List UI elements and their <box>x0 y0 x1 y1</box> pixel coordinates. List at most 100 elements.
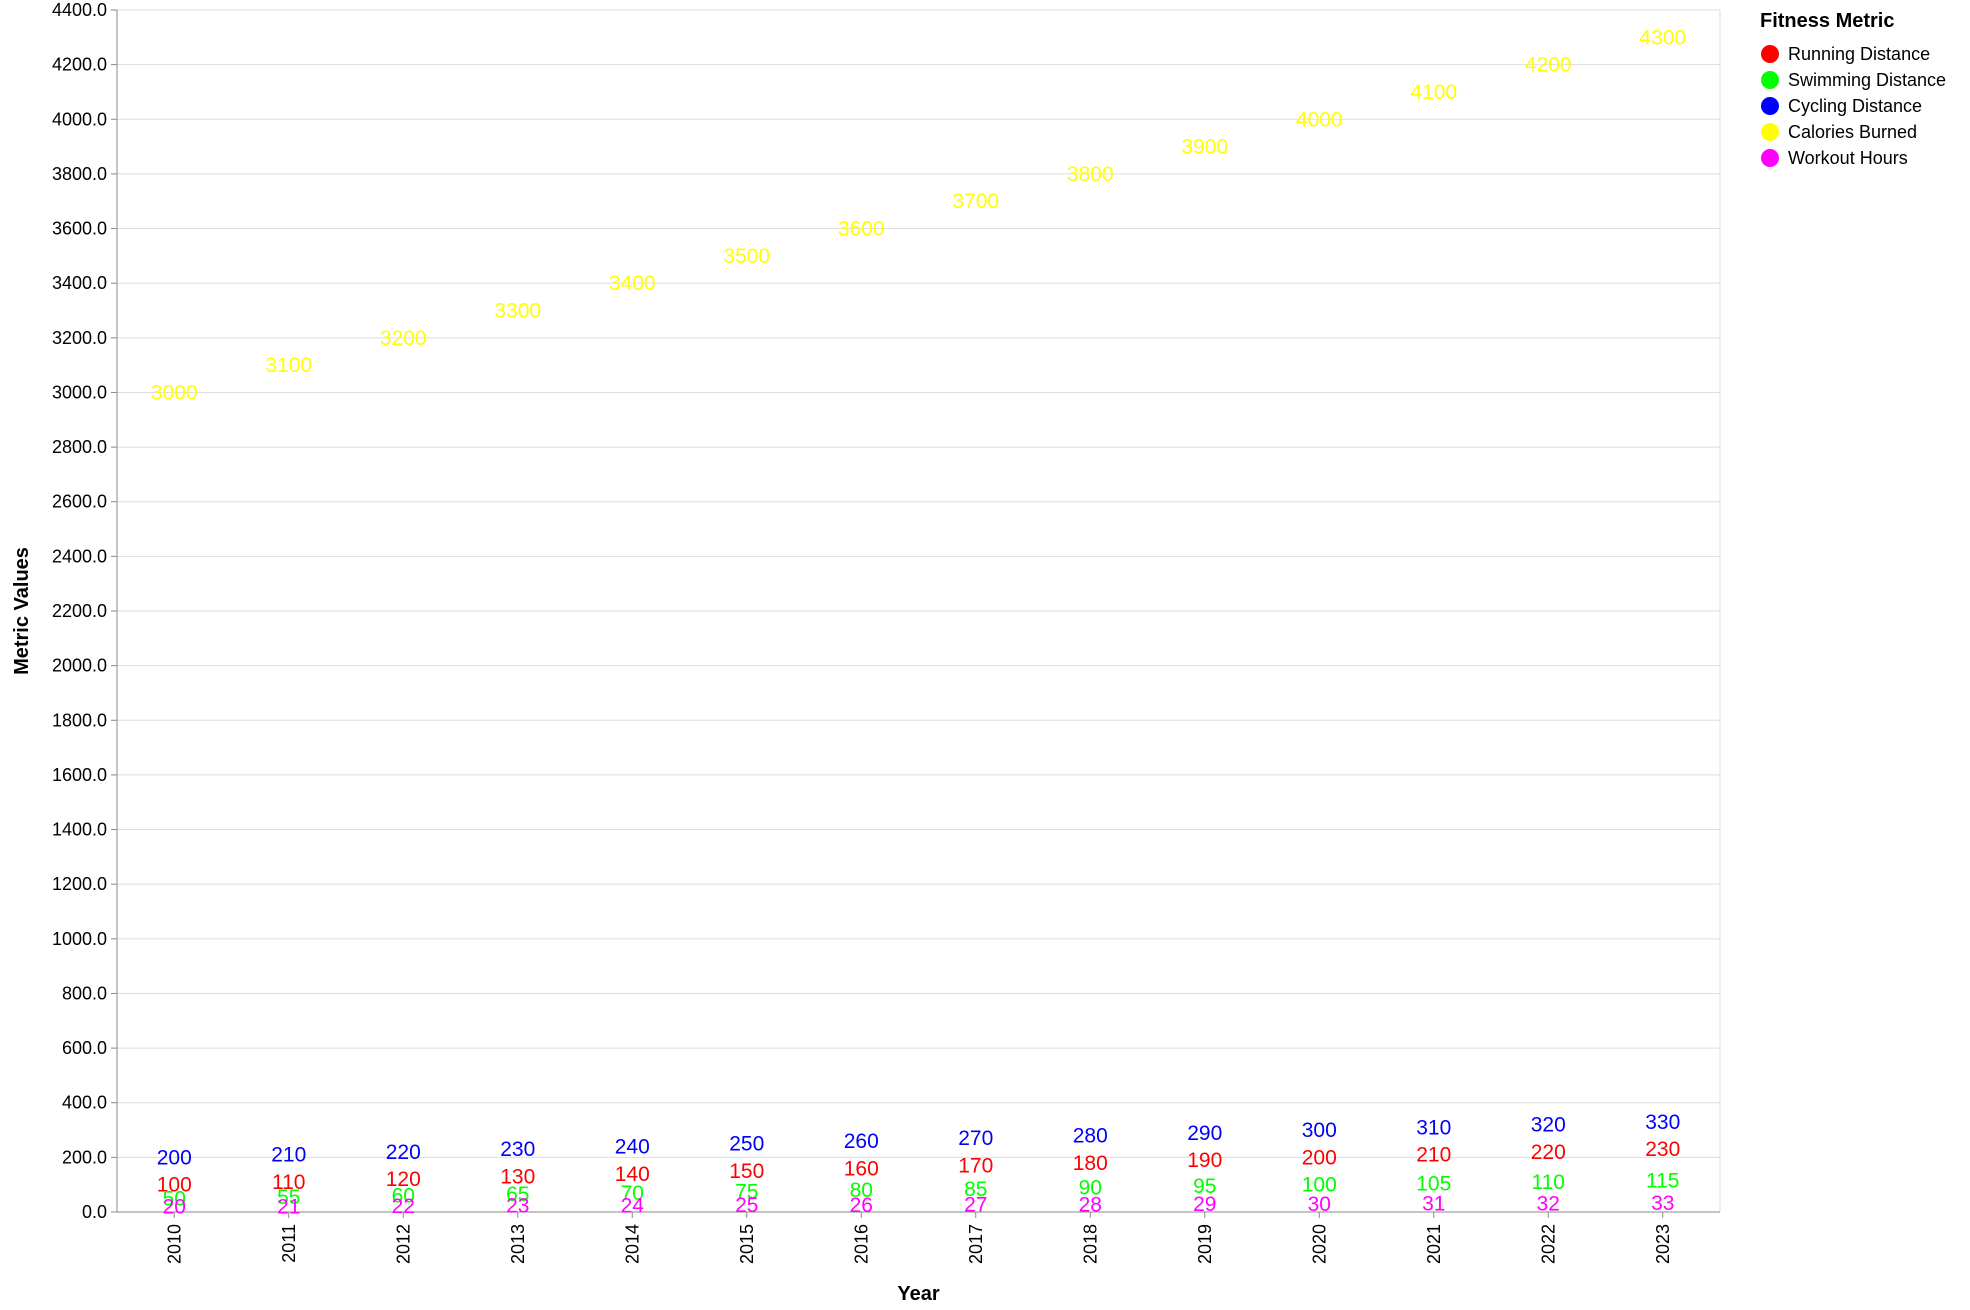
data-label-cycling-distance: 270 <box>958 1127 993 1150</box>
x-tick-label: 2020 <box>1309 1224 1329 1264</box>
data-label-swimming-distance: 60 <box>392 1185 415 1208</box>
data-label-calories-burned: 3300 <box>494 300 541 323</box>
data-label-running-distance: 180 <box>1073 1152 1108 1175</box>
y-tick-label: 800.0 <box>62 983 107 1003</box>
y-tick-label: 3800.0 <box>52 164 107 184</box>
legend-swatch-calories-burned <box>1761 123 1779 141</box>
legend-swatch-running-distance <box>1761 45 1779 63</box>
x-axis: 2010 2011 2012 2013 2014 2015 2016 2017 2018 2019… <box>117 1211 1720 1264</box>
data-label-calories-burned: 3900 <box>1181 136 1228 159</box>
data-label-cycling-distance: 240 <box>615 1135 650 1158</box>
x-tick-label: 2012 <box>393 1224 413 1264</box>
y-tick-label: 200.0 <box>62 1147 107 1167</box>
data-label-calories-burned: 4200 <box>1525 54 1572 77</box>
legend-swatch-swimming-distance <box>1761 71 1779 89</box>
y-tick-label: 3600.0 <box>52 219 107 239</box>
data-label-running-distance: 120 <box>386 1168 421 1191</box>
x-axis-title: Year <box>897 1283 939 1305</box>
data-label-swimming-distance: 65 <box>506 1183 529 1206</box>
data-label-workout-hours: 21 <box>277 1195 300 1218</box>
data-label-running-distance: 130 <box>500 1165 535 1188</box>
data-label-cycling-distance: 300 <box>1302 1119 1337 1142</box>
y-tick-label: 4200.0 <box>52 55 107 75</box>
legend-label-running-distance: Running Distance <box>1788 44 1930 64</box>
data-label-calories-burned: 3400 <box>609 272 656 295</box>
data-label-workout-hours: 31 <box>1422 1193 1445 1216</box>
data-label-running-distance: 170 <box>958 1155 993 1178</box>
data-label-workout-hours: 33 <box>1651 1192 1674 1215</box>
y-tick-label: 3000.0 <box>52 382 107 402</box>
legend: Fitness Metric Running Distance Swimming … <box>1760 10 1946 168</box>
x-tick-label: 2010 <box>164 1224 184 1264</box>
data-label-calories-burned: 3500 <box>723 245 770 268</box>
data-label-swimming-distance: 110 <box>1532 1171 1565 1194</box>
data-label-cycling-distance: 320 <box>1531 1114 1566 1137</box>
x-tick-label: 2016 <box>851 1224 871 1264</box>
y-tick-label: 4000.0 <box>52 109 107 129</box>
y-tick-label: 4400.0 <box>52 0 107 20</box>
data-label-swimming-distance: 105 <box>1416 1172 1451 1195</box>
data-label-running-distance: 100 <box>157 1174 192 1197</box>
legend-label-workout-hours: Workout Hours <box>1788 148 1908 168</box>
y-tick-label: 1800.0 <box>52 710 107 730</box>
data-label-running-distance: 150 <box>729 1160 764 1183</box>
x-tick-label: 2021 <box>1424 1224 1444 1264</box>
data-label-calories-burned: 3000 <box>151 381 198 404</box>
data-label-cycling-distance: 230 <box>500 1138 535 1161</box>
y-tick-label: 2800.0 <box>52 437 107 457</box>
data-label-swimming-distance: 55 <box>277 1186 300 1209</box>
data-label-cycling-distance: 220 <box>386 1141 421 1164</box>
x-tick-label: 2013 <box>508 1224 528 1264</box>
x-tick-label: 2023 <box>1653 1224 1673 1264</box>
x-tick-label: 2022 <box>1538 1224 1558 1264</box>
data-label-calories-burned: 3100 <box>265 354 312 377</box>
x-tick-label: 2019 <box>1195 1224 1215 1264</box>
plot-frame <box>117 9 1721 1212</box>
data-label-cycling-distance: 260 <box>844 1130 879 1153</box>
data-label-calories-burned: 4100 <box>1410 81 1457 104</box>
data-label-swimming-distance: 75 <box>735 1181 758 1204</box>
y-tick-label: 3400.0 <box>52 273 107 293</box>
data-label-running-distance: 230 <box>1645 1138 1680 1161</box>
data-label-calories-burned: 4000 <box>1296 108 1343 131</box>
data-label-calories-burned: 3800 <box>1067 163 1114 186</box>
data-label-workout-hours: 26 <box>850 1194 873 1217</box>
data-label-workout-hours: 23 <box>506 1195 529 1218</box>
data-label-swimming-distance: 80 <box>850 1179 873 1202</box>
x-tick-label: 2018 <box>1080 1224 1100 1264</box>
data-label-workout-hours: 25 <box>735 1194 758 1217</box>
y-tick-label: 0.0 <box>82 1202 107 1222</box>
x-tick-label: 2015 <box>737 1224 757 1264</box>
data-label-running-distance: 190 <box>1187 1149 1222 1172</box>
legend-label-cycling-distance: Cycling Distance <box>1788 96 1922 116</box>
x-tick-label: 2014 <box>622 1224 642 1264</box>
data-label-workout-hours: 32 <box>1537 1192 1560 1215</box>
y-tick-label: 2600.0 <box>52 492 107 512</box>
data-label-swimming-distance: 100 <box>1302 1174 1337 1197</box>
data-label-swimming-distance: 50 <box>163 1187 186 1210</box>
data-label-running-distance: 220 <box>1531 1141 1566 1164</box>
data-marks: 100 110 120 130 140 150 160 170 180 190 200 210 220 2… <box>151 26 1686 1218</box>
data-label-cycling-distance: 310 <box>1416 1116 1451 1139</box>
legend-label-swimming-distance: Swimming Distance <box>1788 70 1946 90</box>
data-label-running-distance: 200 <box>1302 1146 1337 1169</box>
y-tick-label: 2200.0 <box>52 601 107 621</box>
data-label-workout-hours: 28 <box>1079 1193 1102 1216</box>
x-tick-label: 2017 <box>966 1224 986 1264</box>
data-label-calories-burned: 3200 <box>380 327 427 350</box>
y-tick-label: 1400.0 <box>52 820 107 840</box>
x-tick-label: 2011 <box>279 1224 299 1263</box>
y-tick-label: 3200.0 <box>52 328 107 348</box>
y-tick-label: 2000.0 <box>52 656 107 676</box>
data-label-calories-burned: 3600 <box>838 218 885 241</box>
data-label-running-distance: 210 <box>1416 1144 1451 1167</box>
data-label-workout-hours: 20 <box>163 1196 186 1219</box>
data-label-cycling-distance: 280 <box>1073 1125 1108 1148</box>
legend-swatch-workout-hours <box>1761 149 1779 167</box>
y-tick-label: 1200.0 <box>52 874 107 894</box>
legend-swatch-cycling-distance <box>1761 97 1779 115</box>
data-label-workout-hours: 30 <box>1308 1193 1331 1216</box>
data-label-running-distance: 110 <box>272 1171 305 1194</box>
data-label-calories-burned: 3700 <box>952 190 999 213</box>
